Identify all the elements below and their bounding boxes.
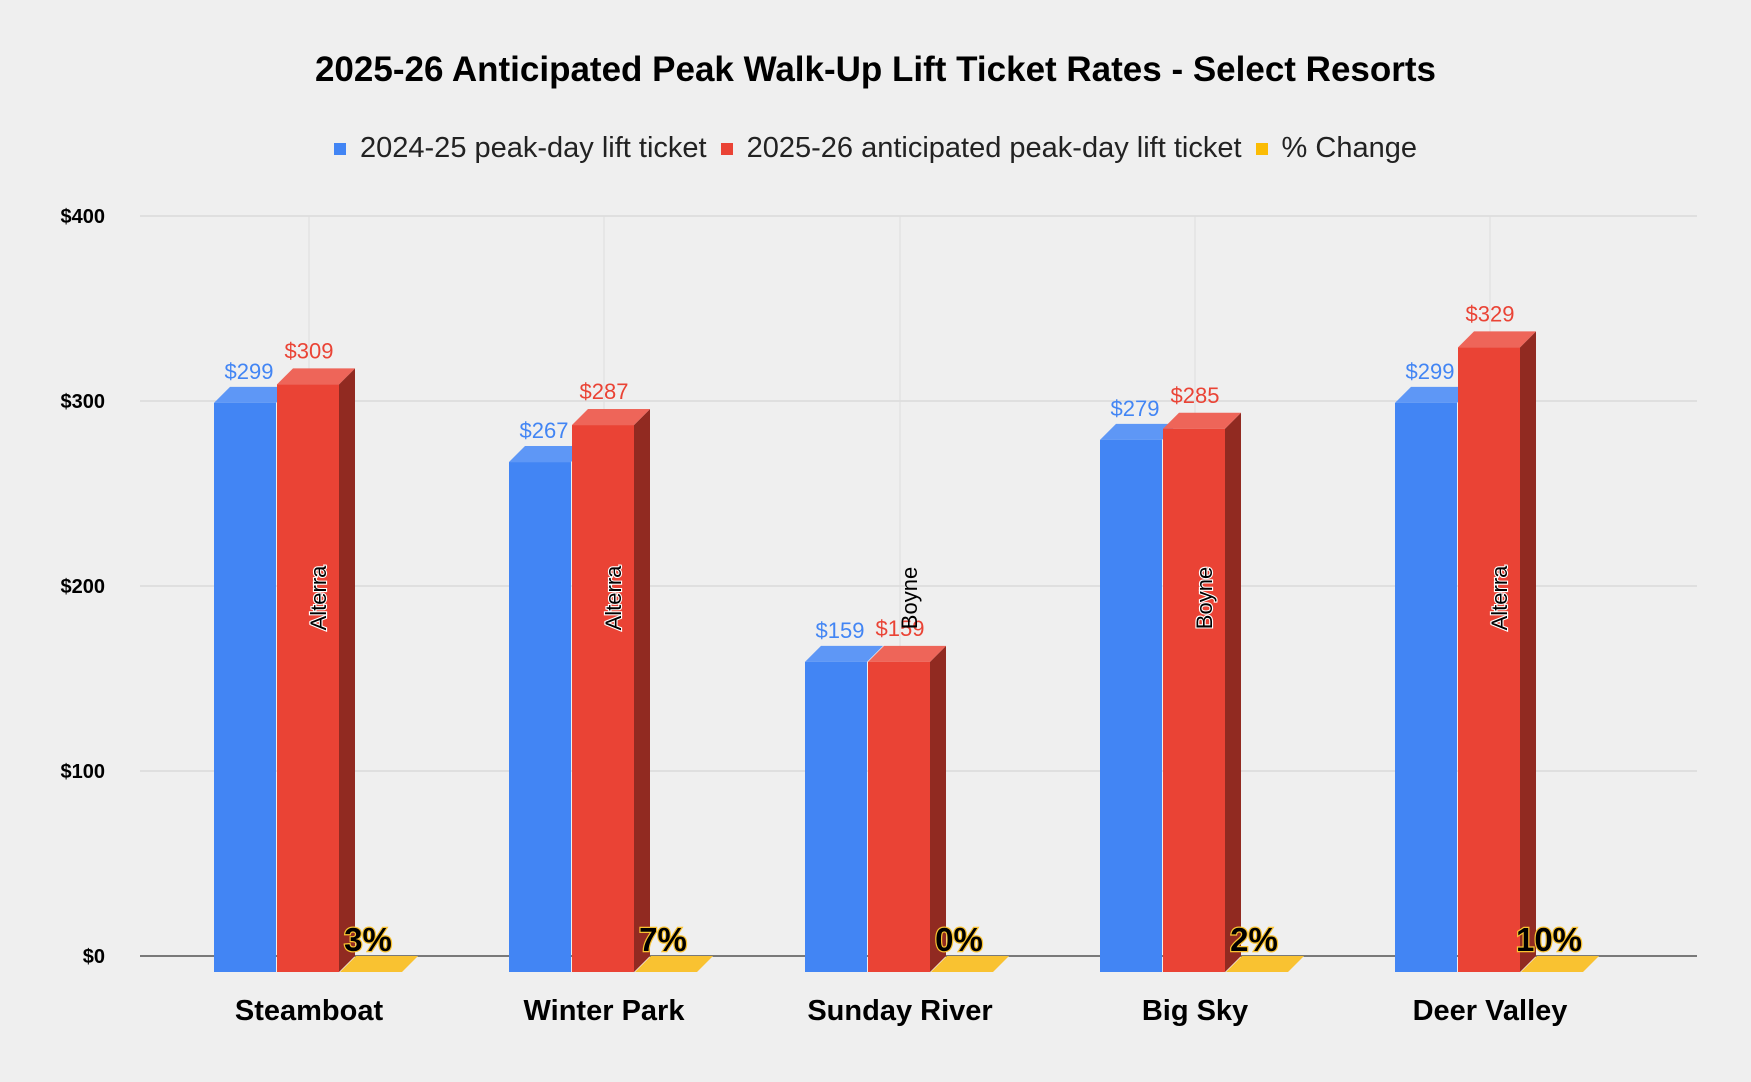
bar-top-2024-25 <box>1100 423 1178 440</box>
pct-change-label: 10% <box>1516 921 1582 958</box>
bar-2024-25 <box>509 462 571 972</box>
y-tick-label: $300 <box>61 391 106 413</box>
value-label-2024-25: $299 <box>1406 359 1455 384</box>
bar-top-2024-25 <box>509 446 587 463</box>
x-tick-label: Winter Park <box>524 995 686 1027</box>
legend-item-2024-25: 2024-25 peak-day lift ticket <box>334 132 707 165</box>
value-label-2024-25: $279 <box>1111 396 1160 421</box>
bar-pct-change <box>340 956 418 972</box>
owner-label: Boyne <box>1192 567 1217 629</box>
bar-top-2025-26 <box>1458 331 1536 348</box>
x-tick-label: Sunday River <box>807 995 992 1027</box>
y-tick-label: $0 <box>83 946 105 968</box>
bar-pct-change <box>1226 956 1304 972</box>
bar-2024-25 <box>1395 402 1457 973</box>
legend-swatch-blue <box>334 142 347 155</box>
x-tick-label: Steamboat <box>235 995 384 1027</box>
legend-label-pct-change: % Change <box>1281 132 1417 164</box>
chart-title: 2025-26 Anticipated Peak Walk-Up Lift Ti… <box>314 50 1437 89</box>
bar-2025-26 <box>277 384 339 973</box>
bar-2024-25 <box>214 402 276 973</box>
pct-change-label: 0% <box>935 921 983 958</box>
value-label-2024-25: $267 <box>520 418 569 443</box>
bar-top-2024-25 <box>805 645 883 662</box>
value-label-2025-26: $287 <box>580 379 629 404</box>
owner-label: Alterra <box>1487 565 1512 631</box>
pct-change-label: 2% <box>1230 921 1278 958</box>
legend-swatch-yellow <box>1255 142 1268 155</box>
pct-change-label: 3% <box>344 921 392 958</box>
x-tick-label: Big Sky <box>1142 995 1248 1027</box>
bar-2025-26 <box>1163 428 1225 972</box>
legend-item-pct-change: % Change <box>1255 132 1417 165</box>
bar-2024-25 <box>1100 439 1162 973</box>
pct-change-label: 7% <box>639 921 687 958</box>
value-label-2024-25: $159 <box>816 618 865 643</box>
legend-swatch-red <box>720 142 733 155</box>
value-label-2025-26: $159 <box>876 616 925 641</box>
legend-item-2025-26: 2025-26 anticipated peak-day lift ticket <box>720 132 1242 165</box>
y-tick-label: $200 <box>61 576 106 598</box>
bar-side-2025-26 <box>634 409 650 972</box>
bar-top-2025-26 <box>572 409 650 426</box>
value-label-2024-25: $299 <box>225 359 274 384</box>
owner-label: Alterra <box>306 565 331 631</box>
value-label-2025-26: $329 <box>1466 301 1515 326</box>
bar-top-2025-26 <box>1163 412 1241 429</box>
value-label-2025-26: $285 <box>1171 383 1220 408</box>
bar-side-2025-26 <box>930 645 946 972</box>
legend: 2024-25 peak-day lift ticket 2025-26 ant… <box>0 132 1751 165</box>
owner-label: Alterra <box>601 565 626 631</box>
owner-label: Boyne <box>897 567 922 629</box>
bar-top-2024-25 <box>1395 386 1473 403</box>
bar-side-2025-26 <box>1225 412 1241 972</box>
bar-2024-25 <box>805 661 867 972</box>
bar-2025-26 <box>572 425 634 972</box>
bar-top-2024-25 <box>214 386 292 403</box>
bar-side-2025-26 <box>339 368 355 973</box>
value-label-2025-26: $309 <box>285 338 334 363</box>
bar-2025-26 <box>868 661 930 972</box>
bar-pct-change <box>635 956 713 972</box>
y-tick-label: $100 <box>61 761 106 783</box>
bar-pct-change <box>931 956 1009 972</box>
legend-label-2025-26: 2025-26 anticipated peak-day lift ticket <box>746 132 1242 164</box>
y-tick-label: $400 <box>61 206 106 228</box>
bar-top-2025-26 <box>277 368 355 385</box>
bar-side-2025-26 <box>1520 331 1536 973</box>
x-tick-label: Deer Valley <box>1413 995 1568 1027</box>
bar-top-2025-26 <box>868 645 946 662</box>
legend-label-2024-25: 2024-25 peak-day lift ticket <box>360 132 707 164</box>
bar-2025-26 <box>1458 347 1520 973</box>
bar-pct-change <box>1521 956 1599 972</box>
